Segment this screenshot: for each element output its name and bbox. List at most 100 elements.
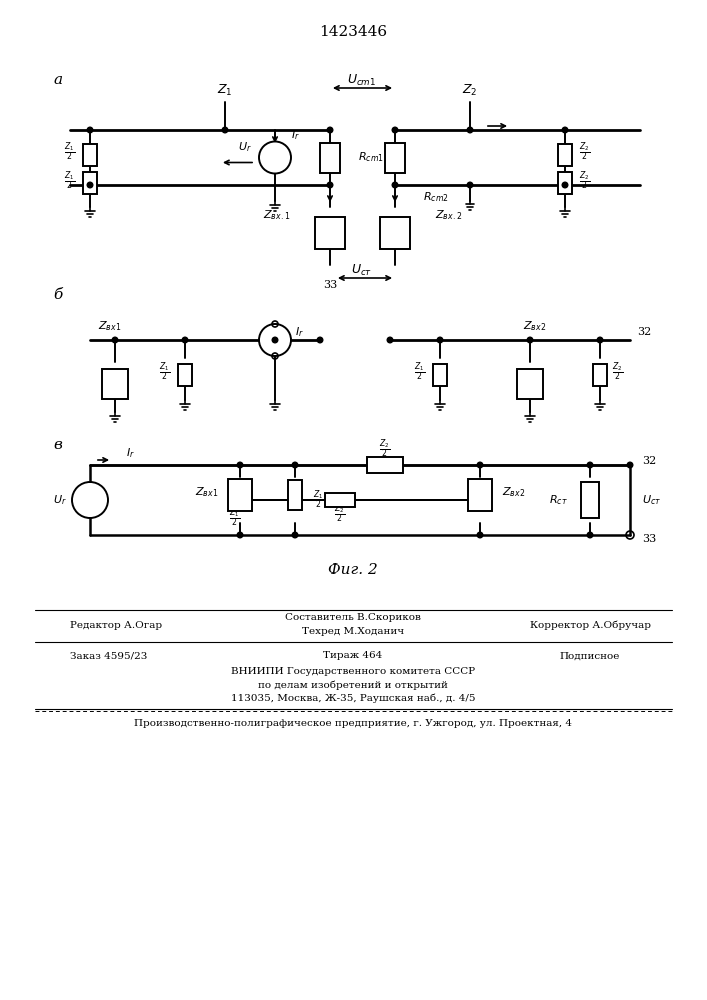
Text: $U_{cm1}$: $U_{cm1}$: [347, 72, 377, 88]
Circle shape: [317, 337, 323, 343]
Bar: [468, 479, 492, 511]
Text: 32: 32: [637, 327, 651, 337]
Bar: [325, 493, 355, 507]
Text: Корректор А.Обручар: Корректор А.Обручар: [530, 620, 650, 630]
Circle shape: [87, 127, 93, 133]
Text: $U_r$: $U_r$: [53, 493, 67, 507]
Circle shape: [527, 337, 533, 343]
Circle shape: [327, 182, 333, 188]
Bar: [102, 369, 128, 399]
Bar: [517, 369, 543, 399]
Bar: [228, 479, 252, 511]
Text: $I_r$: $I_r$: [291, 129, 300, 142]
Text: $R_{cm2}$: $R_{cm2}$: [423, 190, 449, 204]
Text: $Z_{вх.1}$: $Z_{вх.1}$: [263, 208, 290, 222]
Text: $\frac{Z_1}{2}$: $\frac{Z_1}{2}$: [64, 141, 76, 163]
Text: $\frac{Z_1}{2}$: $\frac{Z_1}{2}$: [313, 489, 325, 511]
Text: $\frac{Z_2}{2}$: $\frac{Z_2}{2}$: [580, 170, 590, 192]
Circle shape: [292, 532, 298, 538]
Text: Редактор А.Огар: Редактор А.Огар: [70, 620, 162, 630]
Text: Техред М.Ходанич: Техред М.Ходанич: [302, 628, 404, 637]
Text: $\frac{Z_1}{2}$: $\frac{Z_1}{2}$: [159, 361, 170, 383]
Circle shape: [238, 462, 243, 468]
Text: Подписное: Подписное: [560, 652, 620, 660]
Circle shape: [292, 462, 298, 468]
Circle shape: [477, 462, 483, 468]
Circle shape: [562, 182, 568, 188]
Text: $\frac{Z_1}{2}$: $\frac{Z_1}{2}$: [64, 170, 76, 192]
Text: $Z_2$: $Z_2$: [462, 82, 478, 98]
Text: Заказ 4595/23: Заказ 4595/23: [70, 652, 147, 660]
Text: $\frac{Z_2}{2}$: $\frac{Z_2}{2}$: [580, 141, 590, 163]
Text: в: в: [54, 438, 62, 452]
Bar: [581, 482, 599, 518]
Text: $\frac{Z_1}{2}$: $\frac{Z_1}{2}$: [414, 361, 426, 383]
Circle shape: [87, 182, 93, 188]
Bar: [367, 457, 403, 473]
Bar: [315, 217, 345, 249]
Bar: [593, 364, 607, 386]
Text: Тираж 464: Тираж 464: [323, 652, 382, 660]
Text: $I_r$: $I_r$: [126, 446, 134, 460]
Circle shape: [467, 182, 473, 188]
Bar: [178, 364, 192, 386]
Text: 1423446: 1423446: [319, 25, 387, 39]
Bar: [380, 217, 410, 249]
Text: $\frac{Z_2}{2}$: $\frac{Z_2}{2}$: [380, 438, 390, 460]
Text: $U_{cт}$: $U_{cт}$: [351, 262, 373, 278]
Circle shape: [392, 182, 398, 188]
Text: $U_{cт}$: $U_{cт}$: [642, 493, 661, 507]
Circle shape: [477, 532, 483, 538]
Text: $Z_{вх2}$: $Z_{вх2}$: [523, 319, 547, 333]
Circle shape: [182, 337, 188, 343]
Circle shape: [259, 324, 291, 356]
Text: $Z_{вх1}$: $Z_{вх1}$: [98, 319, 122, 333]
Circle shape: [437, 337, 443, 343]
Circle shape: [588, 462, 592, 468]
Circle shape: [467, 127, 473, 133]
Text: $R_{cт}$: $R_{cт}$: [549, 493, 568, 507]
Bar: [288, 480, 302, 510]
Text: а: а: [54, 73, 62, 87]
Text: $Z_1$: $Z_1$: [217, 82, 233, 98]
Text: 32: 32: [642, 456, 656, 466]
Text: Составитель В.Скориков: Составитель В.Скориков: [285, 613, 421, 622]
Text: $\frac{Z_2}{2}$: $\frac{Z_2}{2}$: [612, 361, 624, 383]
Circle shape: [387, 337, 393, 343]
Bar: [320, 142, 340, 172]
Text: 33: 33: [642, 534, 656, 544]
Circle shape: [327, 127, 333, 133]
Circle shape: [562, 127, 568, 133]
Bar: [433, 364, 447, 386]
Circle shape: [627, 462, 633, 468]
Circle shape: [72, 482, 108, 518]
Text: 33: 33: [323, 280, 337, 290]
Circle shape: [259, 141, 291, 174]
Bar: [385, 142, 405, 172]
Text: $\frac{Z_2}{2}$: $\frac{Z_2}{2}$: [334, 503, 346, 525]
Text: $I_r$: $I_r$: [295, 325, 304, 339]
Text: по делам изобретений и открытий: по делам изобретений и открытий: [258, 680, 448, 690]
Text: $Z_{вх.2}$: $Z_{вх.2}$: [435, 208, 462, 222]
Circle shape: [272, 337, 278, 343]
Text: 113035, Москва, Ж-35, Раушская наб., д. 4/5: 113035, Москва, Ж-35, Раушская наб., д. …: [230, 693, 475, 703]
Text: б: б: [53, 288, 63, 302]
Circle shape: [112, 337, 118, 343]
Bar: [558, 172, 572, 194]
Text: $Z_{вх1}$: $Z_{вх1}$: [194, 485, 218, 499]
Text: Фиг. 2: Фиг. 2: [328, 563, 378, 577]
Circle shape: [238, 532, 243, 538]
Text: $Z_{вх2}$: $Z_{вх2}$: [502, 485, 525, 499]
Bar: [83, 172, 97, 194]
Text: $U_r$: $U_r$: [238, 141, 252, 154]
Text: $\frac{Z_1}{2}$: $\frac{Z_1}{2}$: [229, 507, 240, 529]
Text: Производственно-полиграфическое предприятие, г. Ужгород, ул. Проектная, 4: Производственно-полиграфическое предприя…: [134, 720, 572, 728]
Bar: [558, 144, 572, 166]
Bar: [83, 144, 97, 166]
Circle shape: [222, 127, 228, 133]
Circle shape: [588, 532, 592, 538]
Circle shape: [597, 337, 603, 343]
Text: ВНИИПИ Государственного комитета СССР: ВНИИПИ Государственного комитета СССР: [231, 668, 475, 676]
Circle shape: [392, 127, 398, 133]
Text: $R_{cm1}$: $R_{cm1}$: [358, 151, 384, 164]
